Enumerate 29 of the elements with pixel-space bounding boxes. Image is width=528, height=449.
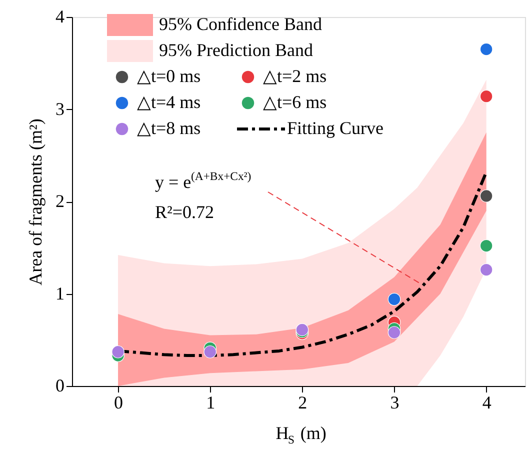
y-axis-title: Area of fragments (m²) [26, 118, 46, 286]
point [480, 190, 493, 202]
point [388, 326, 401, 339]
point [388, 292, 401, 306]
legend-label: △t=2 ms [263, 66, 327, 86]
legend-label: Fitting Curve [287, 118, 384, 138]
y-tick-label: 1 [56, 283, 64, 304]
point [204, 345, 217, 358]
x-tick-label: 0 [114, 392, 124, 412]
x-tick-label: 2 [298, 392, 308, 412]
x-tick-label: 3 [390, 392, 400, 412]
y-tick-label: 0 [56, 376, 64, 396]
legend-label: △t=0 ms [137, 66, 201, 86]
point [480, 263, 493, 276]
point [480, 90, 493, 103]
point [480, 239, 493, 252]
point [112, 345, 124, 358]
x-tick-label: 4 [482, 392, 492, 412]
legend-label: 95% Confidence Band [159, 14, 322, 34]
y-tick-label: 3 [56, 98, 64, 119]
annotation: R²=0.72 [155, 202, 214, 222]
point [480, 42, 493, 56]
y-tick-label: 2 [56, 191, 64, 211]
y-tick-label: 4 [56, 6, 64, 26]
legend-label: △t=8 ms [137, 118, 201, 138]
x-tick-label: 1 [206, 392, 216, 412]
legend-label: 95% Prediction Band [159, 40, 313, 60]
legend-label: △t=6 ms [263, 92, 327, 112]
legend-label: △t=4 ms [137, 92, 201, 112]
